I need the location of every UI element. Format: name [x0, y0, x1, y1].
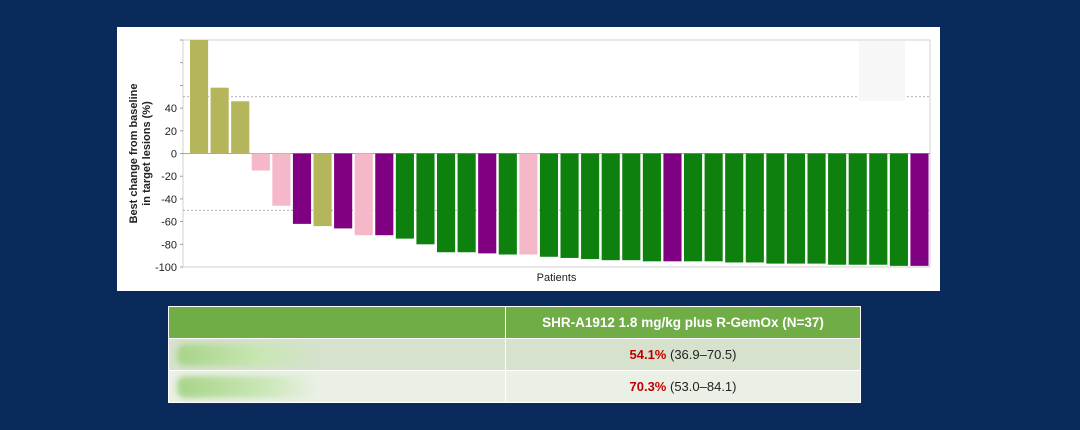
y-tick-label: -100 — [155, 262, 177, 274]
y-axis-label: Best change from baseline — [128, 84, 140, 224]
waterfall-bar — [828, 153, 847, 265]
waterfall-bar — [622, 153, 641, 261]
waterfall-bar — [807, 153, 826, 264]
waterfall-bar — [910, 153, 929, 266]
y-axis-label: in target lesions (%) — [141, 101, 153, 206]
waterfall-bar — [457, 153, 476, 253]
waterfall-bar — [786, 153, 806, 264]
waterfall-bar — [539, 153, 559, 257]
waterfall-bar — [231, 101, 250, 154]
waterfall-bar — [334, 153, 353, 229]
table-row-value: 54.1% (36.9–70.5) — [505, 338, 861, 371]
waterfall-bar — [354, 153, 373, 236]
waterfall-bar — [478, 153, 497, 254]
waterfall-bar — [437, 153, 456, 253]
waterfall-bar — [725, 153, 744, 263]
waterfall-bar — [292, 153, 312, 224]
confidence-interval: (36.9–70.5) — [670, 347, 737, 362]
confidence-interval: (53.0–84.1) — [670, 379, 737, 394]
table-row: 70.3% (53.0–84.1) — [168, 370, 861, 403]
y-tick-label: -80 — [161, 239, 177, 251]
table-header-label-cell — [168, 306, 506, 339]
table-header-row: SHR-A1912 1.8 mg/kg plus R-GemOx (N=37) — [168, 306, 861, 339]
waterfall-chart-card: -100 -80 -60 -40 -20 0 20 40 Patients Best change… — [117, 27, 940, 291]
table-row-label-obscured — [168, 370, 506, 403]
waterfall-bar — [601, 153, 620, 261]
waterfall-bar — [210, 87, 229, 154]
results-table-container: SHR-A1912 1.8 mg/kg plus R-GemOx (N=37) … — [168, 306, 861, 403]
waterfall-bar — [190, 40, 209, 154]
waterfall-bar — [889, 153, 908, 266]
legend-placeholder — [859, 41, 905, 101]
waterfall-bar — [684, 153, 703, 262]
waterfall-bar — [560, 153, 579, 258]
waterfall-bar — [704, 153, 723, 262]
y-tick-label: 0 — [171, 149, 177, 161]
y-tick-label: -40 — [161, 194, 177, 206]
rate-percent: 54.1% — [629, 347, 667, 362]
waterfall-bar — [272, 153, 291, 206]
table-row: 54.1% (36.9–70.5) — [168, 338, 861, 371]
waterfall-bar — [375, 153, 394, 236]
waterfall-bar — [745, 153, 764, 263]
waterfall-bar — [581, 153, 600, 260]
rate-percent: 70.3% — [629, 379, 667, 394]
y-tick-label: 20 — [165, 126, 177, 138]
waterfall-bar — [663, 153, 682, 262]
results-table: SHR-A1912 1.8 mg/kg plus R-GemOx (N=37) … — [168, 306, 861, 403]
x-axis-label: Patients — [537, 272, 577, 284]
waterfall-bar — [519, 153, 538, 255]
waterfall-bar — [642, 153, 661, 262]
table-header-regimen: SHR-A1912 1.8 mg/kg plus R-GemOx (N=37) — [505, 306, 861, 339]
waterfall-bar — [395, 153, 414, 239]
waterfall-bar — [416, 153, 435, 245]
waterfall-bar — [869, 153, 888, 265]
waterfall-bar — [313, 153, 332, 227]
waterfall-bar — [848, 153, 867, 265]
waterfall-chart: -100 -80 -60 -40 -20 0 20 40 Patients Best change… — [128, 39, 931, 284]
waterfall-bar — [498, 153, 517, 255]
table-row-label-obscured — [168, 338, 506, 371]
y-tick-label: 40 — [165, 103, 177, 115]
table-row-value: 70.3% (53.0–84.1) — [505, 370, 861, 403]
waterfall-bar — [766, 153, 785, 264]
y-tick-label: -20 — [161, 171, 177, 183]
y-tick-label: -60 — [161, 217, 177, 229]
waterfall-bar — [251, 153, 270, 171]
